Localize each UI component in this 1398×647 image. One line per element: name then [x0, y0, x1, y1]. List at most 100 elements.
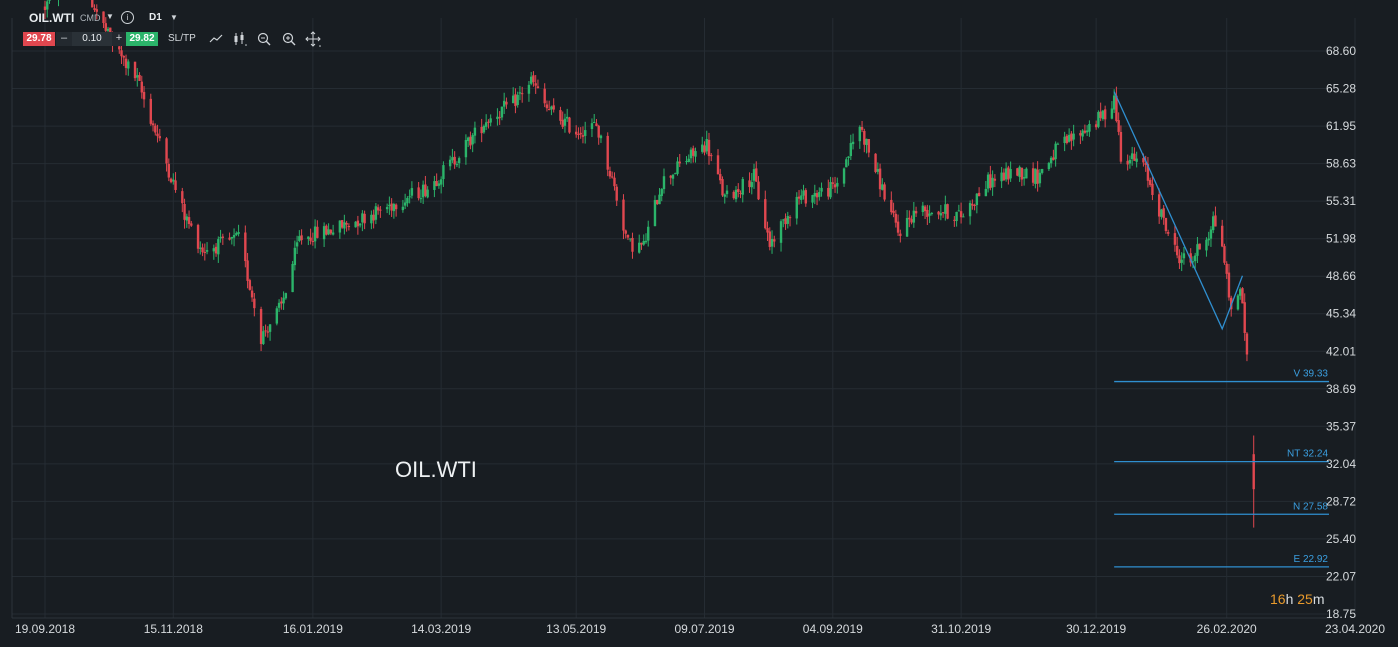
candle	[1211, 211, 1215, 234]
price-level-label: V 39.33	[1294, 369, 1329, 380]
candle	[968, 200, 972, 225]
candle	[1117, 112, 1120, 136]
candle	[1110, 101, 1114, 120]
candle	[374, 202, 378, 225]
candle	[338, 220, 342, 239]
candle	[737, 183, 740, 198]
candle	[543, 83, 546, 108]
x-tick-label: 19.09.2018	[15, 622, 75, 636]
increase-volume-button[interactable]: +	[112, 32, 126, 46]
candle	[124, 54, 128, 76]
candle	[417, 181, 420, 201]
candlestick-series	[43, 0, 1255, 528]
candle	[725, 185, 729, 198]
candle	[1079, 130, 1082, 145]
candle	[309, 228, 312, 245]
candle	[1049, 156, 1053, 168]
timeframe-select[interactable]: D1	[149, 12, 162, 23]
pattern-line[interactable]	[1113, 91, 1244, 331]
candle	[764, 190, 767, 230]
countdown-hours-unit: h	[1285, 591, 1294, 607]
pattern-drawing[interactable]	[1113, 91, 1244, 331]
candle	[608, 166, 612, 179]
candle	[881, 178, 884, 191]
price-level-label: N 27.58	[1293, 501, 1328, 512]
candlestick-icon[interactable]	[232, 31, 248, 47]
crosshair-icon[interactable]	[305, 31, 321, 47]
candle	[187, 210, 191, 229]
candle	[941, 211, 945, 218]
candle	[138, 72, 141, 82]
volume-input[interactable]: 0.10	[72, 32, 112, 46]
candle	[502, 92, 506, 115]
timeframe-dropdown-icon[interactable]: ▼	[170, 13, 178, 22]
candle	[1180, 252, 1183, 272]
candle	[1056, 142, 1060, 145]
candle	[505, 97, 508, 109]
candle	[142, 86, 146, 108]
price-levels[interactable]: V 39.33 NT 32.24 N 27.58 E 22.92	[1114, 369, 1329, 568]
candle	[205, 242, 209, 255]
candle	[547, 100, 551, 111]
candle	[284, 292, 288, 300]
line-chart-icon[interactable]	[208, 31, 224, 47]
candle	[435, 173, 438, 187]
symbol-dropdown-icon[interactable]: ▼	[106, 12, 114, 21]
candle	[154, 123, 157, 136]
candle	[246, 252, 249, 289]
candle	[1189, 248, 1192, 267]
candle	[768, 227, 771, 251]
candle	[721, 176, 724, 197]
candle	[795, 192, 798, 225]
x-tick-label: 15.11.2018	[144, 622, 203, 636]
candle	[565, 108, 569, 122]
candle	[516, 91, 519, 108]
candle	[563, 113, 567, 133]
buy-button[interactable]: 29.82	[126, 32, 158, 46]
candle	[802, 184, 805, 200]
zoom-in-icon[interactable]	[281, 31, 297, 47]
candle	[275, 306, 279, 326]
candle	[800, 189, 803, 204]
countdown-hours: 16	[1270, 591, 1286, 607]
candle	[863, 128, 866, 153]
candle	[660, 188, 663, 202]
candle	[1067, 128, 1071, 143]
candle	[433, 175, 436, 198]
candle	[928, 205, 931, 224]
candle	[741, 176, 744, 203]
candle	[212, 244, 216, 260]
candle	[937, 210, 940, 220]
x-axis: 19.09.2018 15.11.2018 16.01.2019 14.03.2019…	[15, 622, 1385, 636]
sl-tp-button[interactable]: SL/TP	[168, 33, 196, 44]
candle	[818, 187, 821, 201]
decrease-volume-button[interactable]: –	[56, 32, 72, 46]
candle	[167, 158, 170, 182]
candle	[1245, 332, 1249, 362]
candle	[401, 199, 405, 213]
candle	[228, 232, 231, 241]
sell-button[interactable]: 29.78	[23, 32, 55, 46]
candle	[597, 124, 600, 145]
candle	[1160, 208, 1163, 220]
candle	[1126, 154, 1129, 171]
info-icon[interactable]: i	[121, 11, 134, 24]
candle	[406, 196, 409, 207]
candle	[356, 215, 360, 235]
candle	[203, 243, 207, 261]
candle	[991, 170, 994, 196]
candle	[316, 220, 319, 239]
candle	[1178, 249, 1181, 270]
candle	[962, 213, 965, 218]
candle	[340, 219, 344, 229]
candle	[788, 215, 792, 227]
candle	[104, 17, 107, 34]
candle	[1243, 293, 1246, 341]
zoom-out-icon[interactable]	[256, 31, 272, 47]
symbol-label[interactable]: OIL.WTI	[29, 11, 75, 25]
candle	[172, 173, 175, 185]
candle	[102, 11, 105, 29]
y-tick-label: 65.28	[1326, 81, 1356, 95]
